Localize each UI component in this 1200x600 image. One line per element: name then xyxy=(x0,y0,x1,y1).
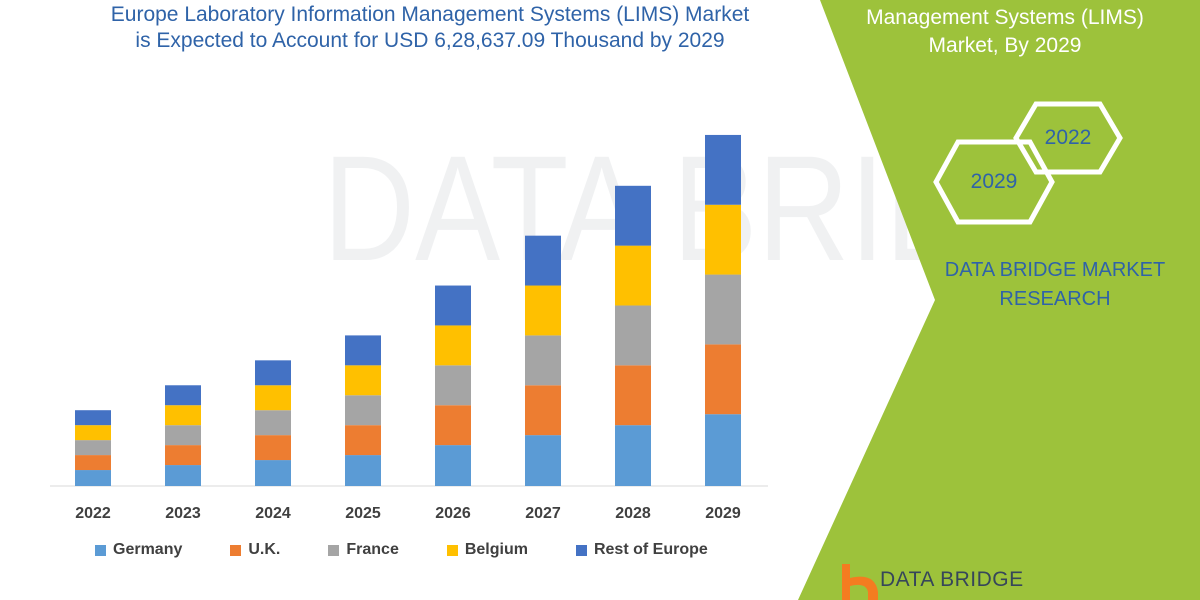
x-tick-label-2025: 2025 xyxy=(345,505,381,522)
bar-germany-2022 xyxy=(75,470,111,486)
legend-swatch xyxy=(575,544,587,556)
bar-rest-of-europe-2024 xyxy=(255,360,291,386)
bar-rest-of-europe-2028 xyxy=(615,185,651,246)
bar-u-k--2024 xyxy=(255,435,291,461)
bar-france-2027 xyxy=(525,335,561,386)
bar-germany-2023 xyxy=(165,465,201,486)
chart-title-line-1: Europe Laboratory Information Management… xyxy=(110,3,750,26)
bar-germany-2026 xyxy=(435,445,471,486)
chart-title: Europe Laboratory Information Management… xyxy=(40,2,820,54)
bar-france-2024 xyxy=(255,410,291,436)
legend-label: Rest of Europe xyxy=(593,541,708,558)
hexagon-2022 xyxy=(1013,101,1123,175)
legend-swatch xyxy=(328,544,340,556)
bar-u-k--2026 xyxy=(435,405,471,446)
legend-label: France xyxy=(346,541,399,558)
side-panel-title-line-2: Market, By 2029 xyxy=(928,34,1082,57)
x-tick-label-2024: 2024 xyxy=(255,505,291,522)
bar-u-k--2027 xyxy=(525,385,561,436)
bar-rest-of-europe-2023 xyxy=(165,385,201,406)
bar-germany-2028 xyxy=(615,425,651,486)
brand-label-line-1: DATA BRIDGE MARKET xyxy=(944,259,1166,281)
bars-group xyxy=(75,134,741,486)
logo-text: DATA BRIDGE xyxy=(880,568,1024,591)
bar-france-2022 xyxy=(75,440,111,456)
legend-item-u-k-: U.K. xyxy=(230,541,280,559)
legend: Germany U.K. France Belgium Rest of Europe xyxy=(95,541,756,559)
legend-item-germany: Germany xyxy=(95,541,182,559)
bar-rest-of-europe-2022 xyxy=(75,410,111,426)
bar-rest-of-europe-2027 xyxy=(525,235,561,286)
x-tick-label-2027: 2027 xyxy=(525,505,561,522)
brand-label: DATA BRIDGE MARKET RESEARCH xyxy=(905,256,1200,314)
legend-swatch xyxy=(95,544,106,556)
hexagon-label-2022: 2022 xyxy=(1044,126,1092,149)
bar-rest-of-europe-2029 xyxy=(705,134,741,205)
bar-france-2025 xyxy=(345,395,381,426)
logo-mark xyxy=(842,564,878,600)
bar-germany-2027 xyxy=(525,435,561,486)
bar-belgium-2025 xyxy=(345,365,381,396)
side-panel-background xyxy=(798,0,1200,600)
bar-belgium-2027 xyxy=(525,285,561,336)
brand-label-line-2: RESEARCH xyxy=(999,288,1111,310)
x-tick-label-2022: 2022 xyxy=(75,505,111,522)
bar-u-k--2029 xyxy=(705,344,741,415)
legend-item-rest-of-europe: Rest of Europe xyxy=(575,541,708,559)
legend-swatch xyxy=(230,544,242,556)
bar-belgium-2026 xyxy=(435,325,471,366)
side-panel-title: Management Systems (LIMS) Market, By 202… xyxy=(820,4,1190,60)
bar-germany-2024 xyxy=(255,460,291,486)
bar-u-k--2028 xyxy=(615,365,651,426)
legend-label: U.K. xyxy=(248,541,281,558)
bar-u-k--2022 xyxy=(75,455,111,471)
bar-u-k--2023 xyxy=(165,445,201,466)
x-tick-label-2026: 2026 xyxy=(435,505,471,522)
bar-belgium-2023 xyxy=(165,405,201,426)
bar-germany-2029 xyxy=(705,414,741,486)
legend-item-belgium: Belgium xyxy=(446,541,528,559)
side-panel-title-line-1: Management Systems (LIMS) xyxy=(866,6,1144,29)
x-tick-label-2029: 2029 xyxy=(705,505,741,522)
bar-belgium-2028 xyxy=(615,245,651,306)
legend-swatch xyxy=(446,544,458,556)
stacked-bar-chart: 2022 2023 2024 2025 2026 2027 2028 2029 xyxy=(50,134,768,522)
chart-title-line-2: is Expected to Account for USD 6,28,637.… xyxy=(135,29,725,52)
hexagon-2029 xyxy=(933,139,1055,225)
hexagon-label-2029: 2029 xyxy=(970,170,1018,193)
bar-france-2029 xyxy=(705,274,741,345)
bar-belgium-2022 xyxy=(75,425,111,441)
bar-france-2023 xyxy=(165,425,201,446)
bar-germany-2025 xyxy=(345,455,381,486)
bar-u-k--2025 xyxy=(345,425,381,456)
legend-label: Belgium xyxy=(464,541,528,558)
bar-rest-of-europe-2025 xyxy=(345,335,381,366)
x-tick-label-2023: 2023 xyxy=(165,505,201,522)
bar-belgium-2029 xyxy=(705,204,741,275)
x-tick-label-2028: 2028 xyxy=(615,505,651,522)
legend-item-france: France xyxy=(328,541,399,559)
bar-rest-of-europe-2026 xyxy=(435,285,471,326)
x-tick-labels: 2022 2023 2024 2025 2026 2027 2028 2029 xyxy=(75,505,741,522)
legend-label: Germany xyxy=(113,541,183,558)
bar-france-2026 xyxy=(435,365,471,406)
bar-belgium-2024 xyxy=(255,385,291,411)
bar-france-2028 xyxy=(615,305,651,366)
